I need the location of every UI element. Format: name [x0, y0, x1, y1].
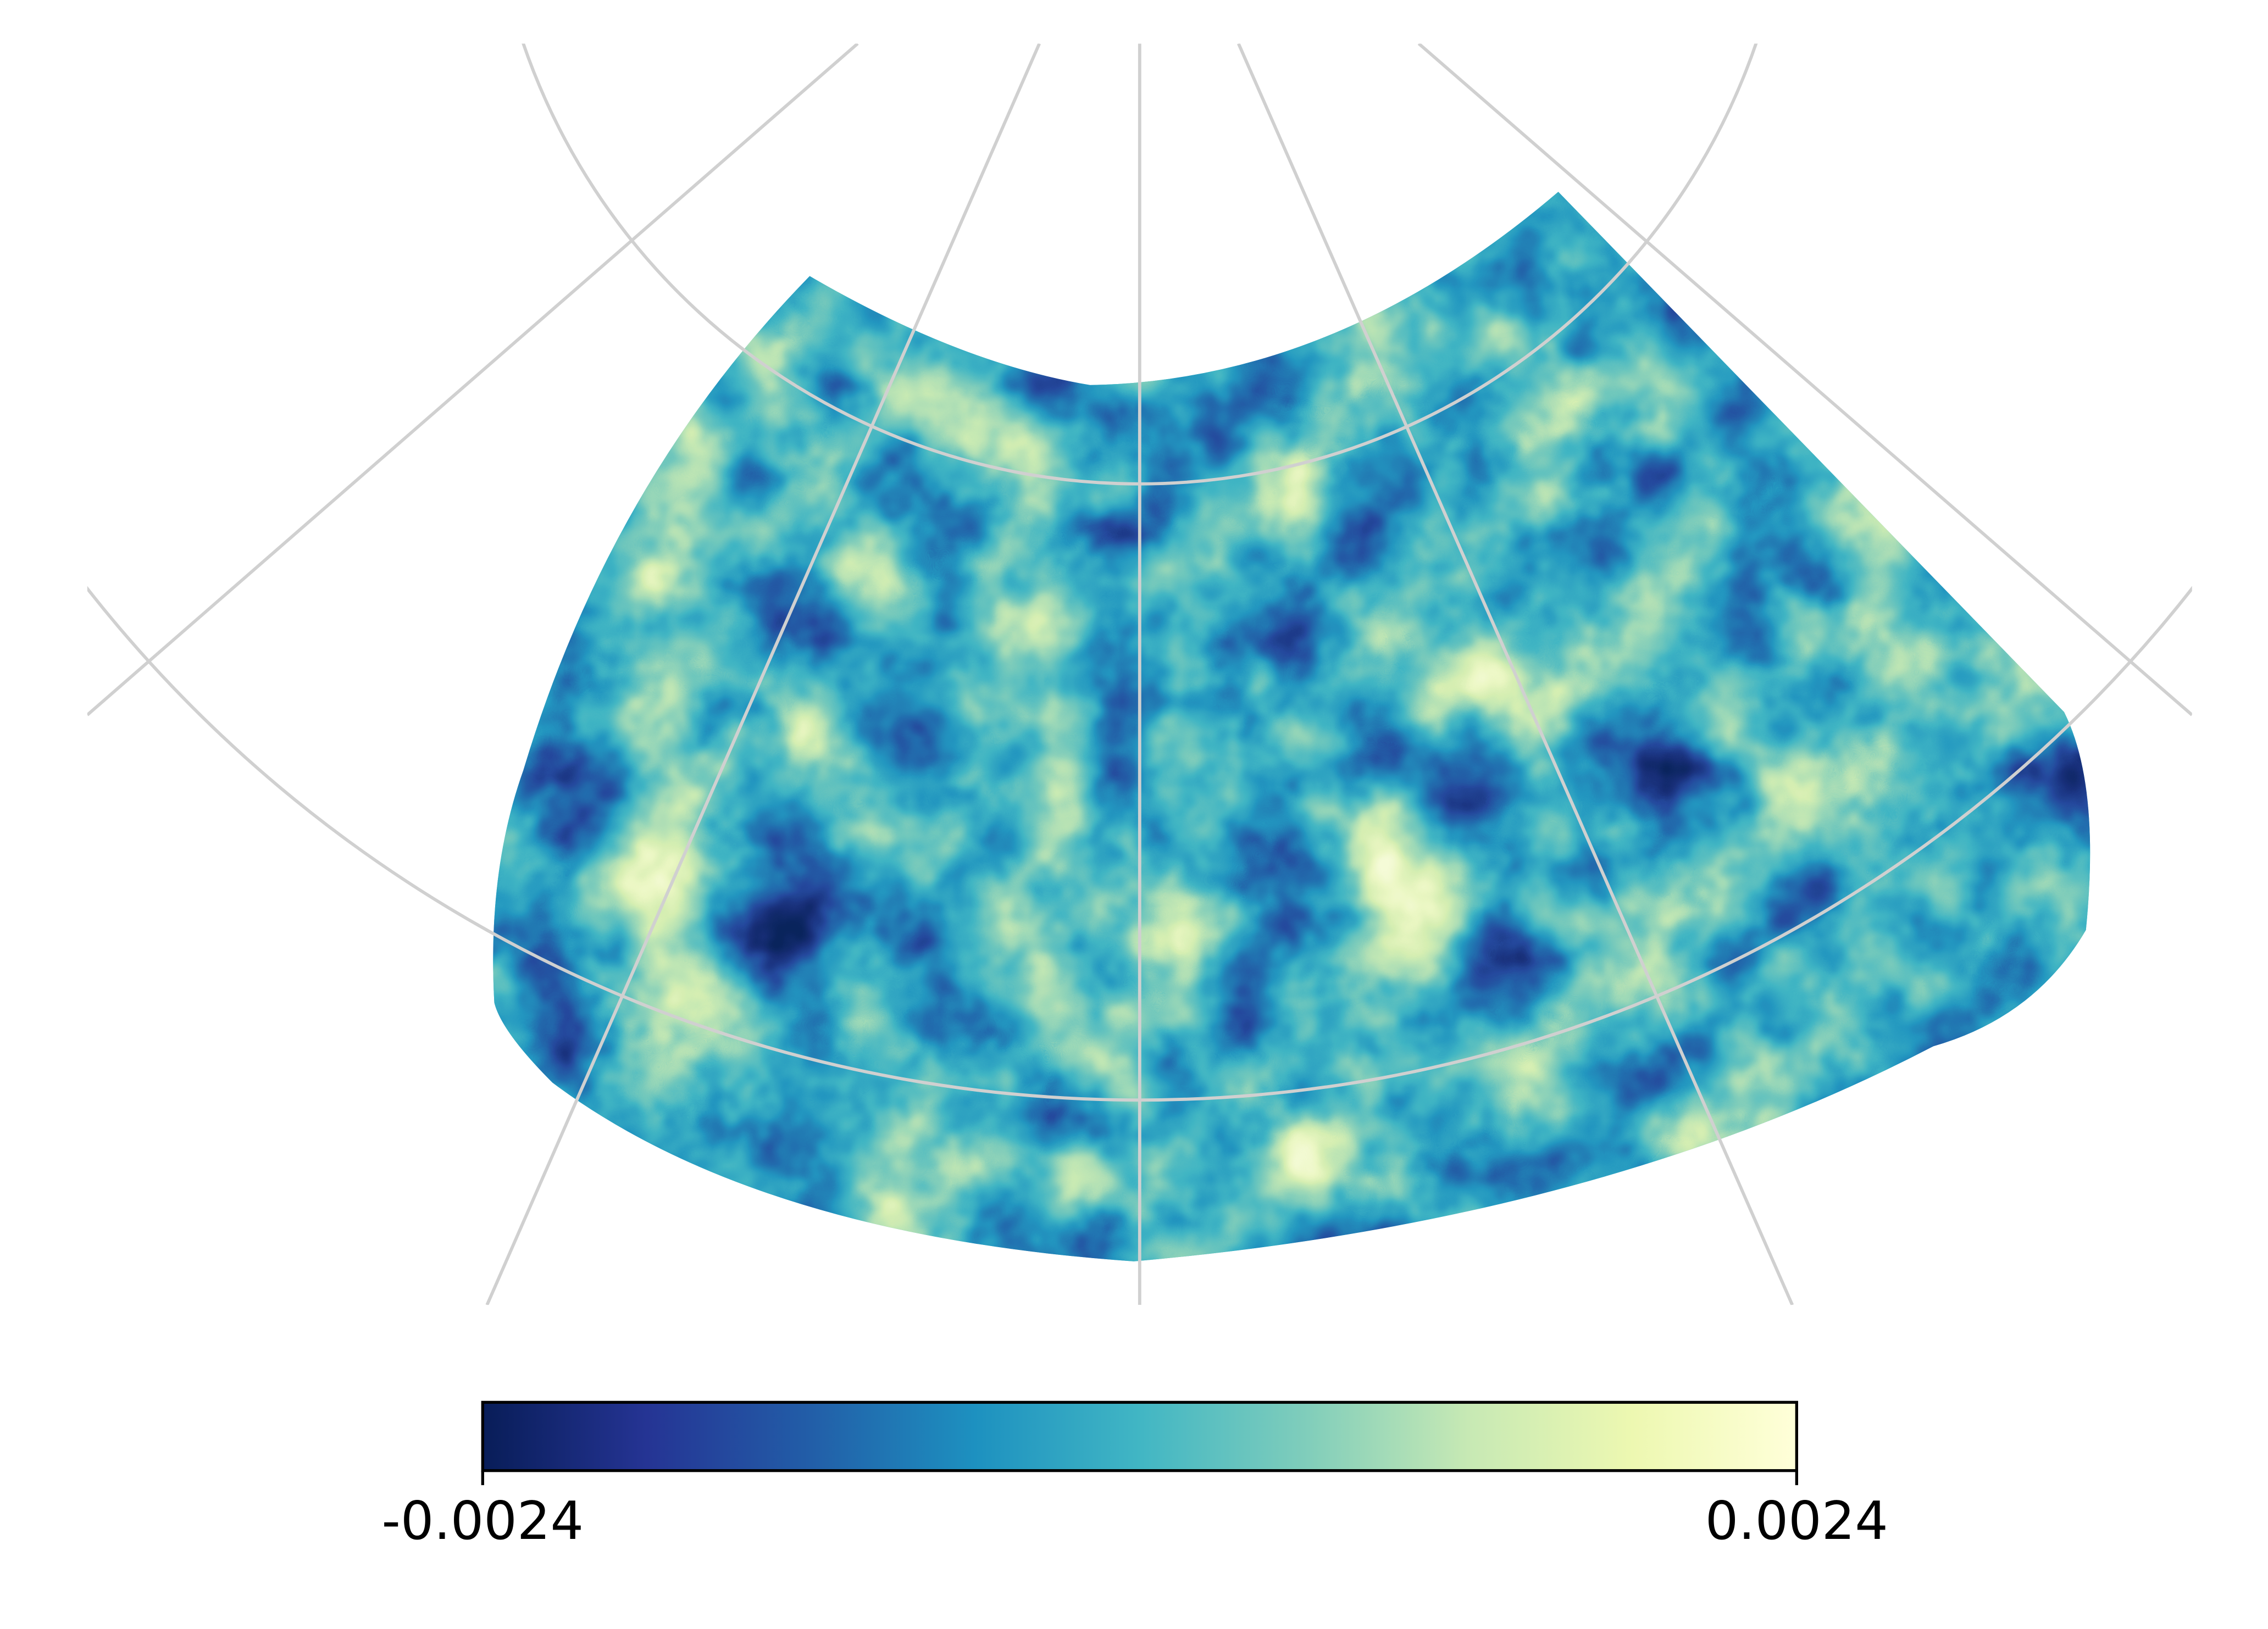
meridian: [485, 43, 1041, 1305]
sky-map: [493, 192, 2090, 1261]
colorbar-tick-label: -0.0024: [382, 1491, 584, 1552]
meridian: [1417, 43, 2192, 716]
graticule: [87, 43, 2192, 1305]
parallel: [87, 586, 2192, 1102]
meridian: [87, 43, 859, 716]
colorbar-scale: [481, 1400, 1798, 1472]
meridian: [1237, 43, 1794, 1305]
colorbar-tick-label: 0.0024: [1705, 1491, 1888, 1552]
parallel: [522, 43, 1758, 486]
colorbar: -0.0024 0.0024: [382, 1400, 1888, 1552]
